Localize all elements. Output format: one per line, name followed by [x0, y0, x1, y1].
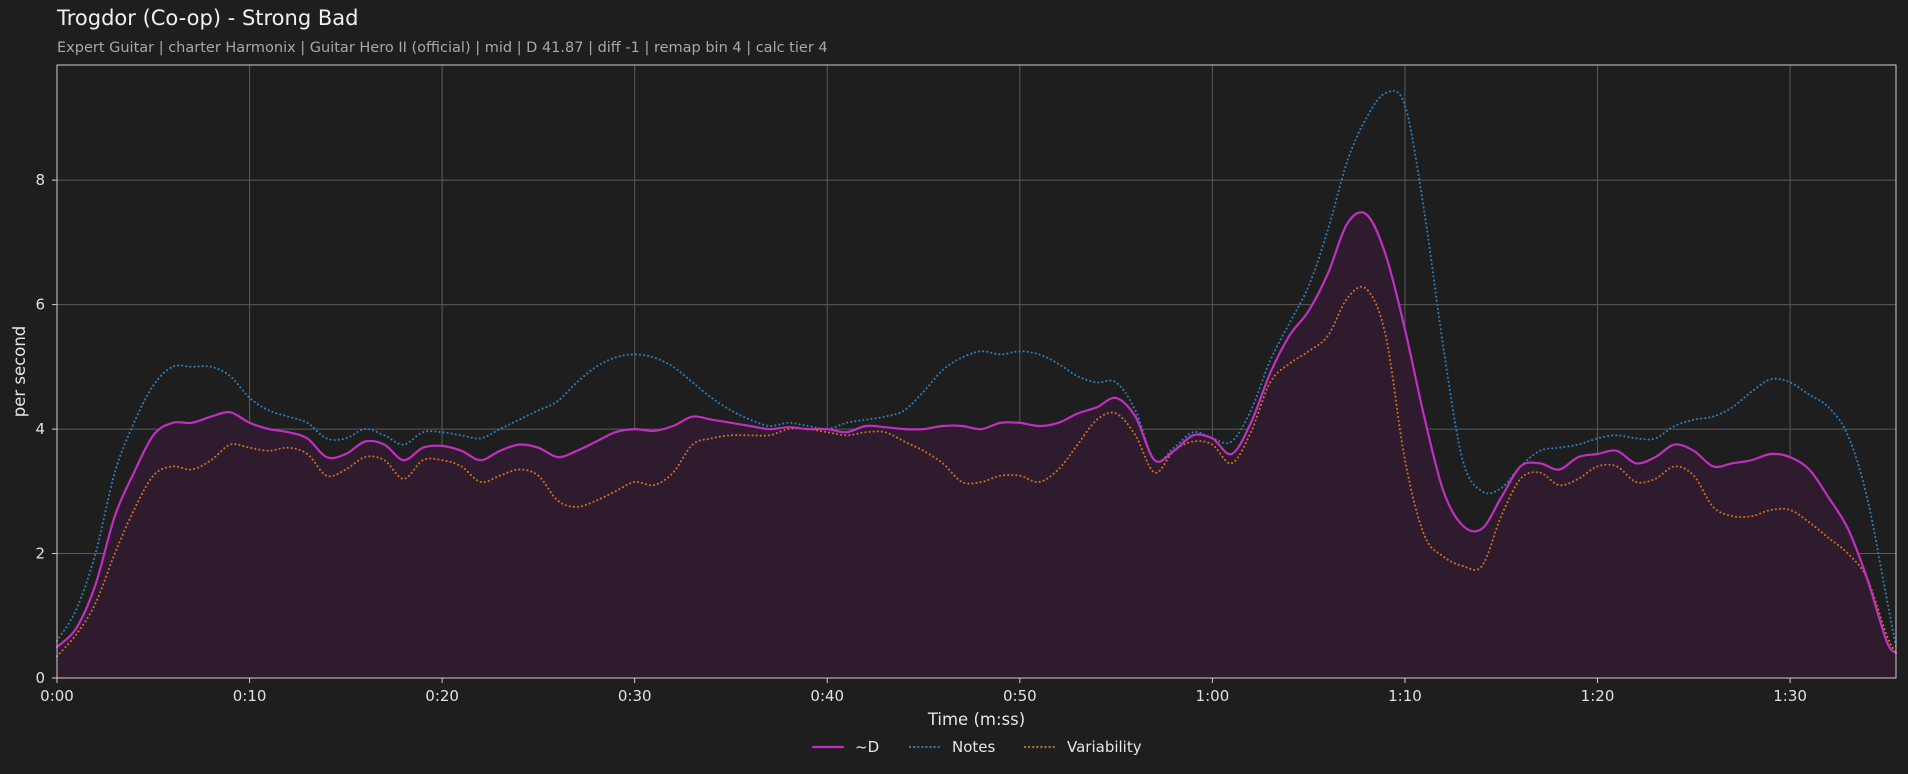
x-tick: 0:20	[425, 678, 459, 705]
y-tick: 2	[35, 545, 57, 563]
y-axis: 0 2 4 6 8	[35, 171, 57, 687]
legend-label: Variability	[1067, 738, 1142, 756]
x-tick: 0:30	[618, 678, 652, 705]
legend: ~D Notes Variability	[811, 738, 1142, 756]
chart-title: Trogdor (Co-op) - Strong Bad	[57, 6, 359, 30]
series-line-variability	[56, 285, 1897, 658]
x-tick-label: 0:50	[1003, 687, 1037, 705]
x-tick: 0:10	[233, 678, 267, 705]
y-tick-label: 2	[35, 545, 45, 563]
x-tick-label: 0:00	[40, 687, 74, 705]
x-axis-label: Time (m:ss)	[927, 710, 1025, 729]
legend-label: Notes	[952, 738, 996, 756]
x-tick: 0:50	[1003, 678, 1037, 705]
legend-label: ~D	[855, 738, 879, 756]
series-area-d	[57, 212, 1896, 679]
x-tick-label: 1:30	[1773, 687, 1807, 705]
x-tick: 1:20	[1581, 678, 1615, 705]
y-tick: 4	[35, 420, 57, 438]
series-line-d	[55, 211, 1898, 655]
x-tick: 0:00	[40, 678, 74, 705]
x-tick-label: 1:00	[1196, 687, 1230, 705]
x-tick-label: 0:10	[233, 687, 267, 705]
y-tick-label: 4	[35, 420, 45, 438]
series-layer	[55, 89, 1898, 679]
x-axis: 0:00 0:10 0:20 0:30 0:40 0:50 1:00 1:10 1:20 1:30	[40, 678, 1807, 705]
x-tick-label: 0:40	[810, 687, 844, 705]
legend-item: Variability	[1023, 738, 1142, 756]
y-tick-label: 6	[35, 296, 45, 314]
x-tick: 1:30	[1773, 678, 1807, 705]
x-tick-label: 1:20	[1581, 687, 1615, 705]
legend-item: ~D	[811, 738, 879, 756]
series-line-notes	[56, 89, 1897, 648]
y-tick-label: 0	[35, 669, 45, 687]
y-tick: 8	[35, 171, 57, 189]
plot-frame	[56, 64, 1897, 679]
x-tick-label: 0:30	[618, 687, 652, 705]
x-tick: 1:00	[1196, 678, 1230, 705]
x-tick-label: 0:20	[425, 687, 459, 705]
y-tick: 6	[35, 296, 57, 314]
y-tick-label: 8	[35, 171, 45, 189]
x-tick: 0:40	[810, 678, 844, 705]
x-tick-label: 1:10	[1388, 687, 1422, 705]
x-tick: 1:10	[1388, 678, 1422, 705]
chart-subtitle: Expert Guitar | charter Harmonix | Guita…	[57, 40, 828, 56]
y-tick: 0	[35, 669, 57, 687]
legend-item: Notes	[908, 738, 996, 756]
y-axis-label: per second	[10, 326, 29, 418]
